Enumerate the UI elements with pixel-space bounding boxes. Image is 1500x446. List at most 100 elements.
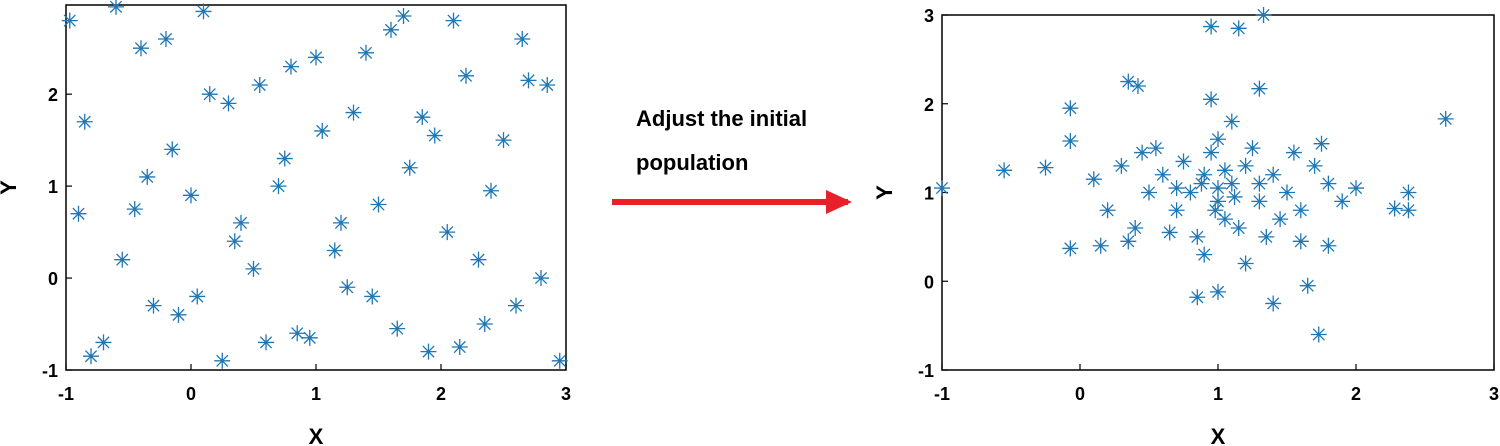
point xyxy=(1196,166,1213,183)
point xyxy=(1223,113,1240,130)
point xyxy=(61,12,78,29)
point xyxy=(226,233,243,250)
x-tick-label: 3 xyxy=(561,384,571,404)
point xyxy=(158,31,174,48)
point xyxy=(1310,326,1327,343)
point xyxy=(1203,144,1220,161)
point xyxy=(458,67,474,84)
point xyxy=(1230,220,1247,236)
point xyxy=(333,214,349,231)
point xyxy=(1141,184,1157,201)
y-tick-label: 0 xyxy=(924,272,934,292)
y-axis-label: Y xyxy=(0,180,21,195)
point xyxy=(133,40,149,57)
point xyxy=(251,76,268,93)
point xyxy=(201,86,218,103)
point xyxy=(1237,157,1254,174)
point xyxy=(395,8,412,25)
point xyxy=(1092,237,1109,254)
point xyxy=(108,0,124,15)
point xyxy=(170,306,187,323)
point xyxy=(1223,175,1240,192)
point xyxy=(1251,193,1268,210)
point xyxy=(1226,188,1243,205)
point xyxy=(195,3,212,20)
point xyxy=(1196,246,1213,263)
point xyxy=(1193,175,1210,192)
point xyxy=(214,352,231,369)
point xyxy=(1292,233,1309,250)
point xyxy=(1062,133,1079,150)
point xyxy=(551,352,568,369)
point xyxy=(1113,157,1130,174)
point xyxy=(1258,228,1275,245)
point xyxy=(495,132,512,149)
point xyxy=(1037,159,1054,176)
x-tick-label: 2 xyxy=(436,384,446,404)
annotation: population xyxy=(636,150,748,175)
point xyxy=(1400,184,1417,201)
point xyxy=(1210,180,1226,197)
point xyxy=(1099,202,1116,219)
point xyxy=(283,58,299,75)
y-tick-label: 1 xyxy=(924,184,934,204)
point xyxy=(308,49,324,66)
point xyxy=(1216,162,1233,179)
point xyxy=(145,297,162,314)
x-tick-label: -1 xyxy=(934,384,950,404)
x-tick-label: 0 xyxy=(1075,384,1085,404)
point xyxy=(358,44,374,61)
point xyxy=(139,168,156,185)
point xyxy=(483,182,499,199)
point xyxy=(1210,283,1226,300)
point xyxy=(1203,91,1220,108)
x-tick-label: 3 xyxy=(1489,384,1499,404)
point xyxy=(1175,153,1192,170)
point xyxy=(364,288,381,305)
point xyxy=(70,205,87,222)
point xyxy=(1244,140,1261,157)
point xyxy=(508,297,524,314)
point xyxy=(1216,211,1233,228)
point xyxy=(1210,131,1226,148)
point xyxy=(114,251,131,268)
point xyxy=(1292,202,1309,219)
point xyxy=(1279,184,1295,201)
point xyxy=(220,95,237,112)
point xyxy=(1182,184,1199,201)
x-tick-label: 1 xyxy=(311,384,321,404)
point xyxy=(1062,100,1079,117)
y-axis-label: Y xyxy=(872,185,897,200)
point xyxy=(1237,255,1254,272)
point xyxy=(1161,224,1178,241)
y-tick-label: 3 xyxy=(924,6,934,26)
point xyxy=(1189,289,1206,306)
point xyxy=(1313,135,1330,152)
point xyxy=(1127,220,1144,236)
point xyxy=(183,187,199,204)
point xyxy=(1320,175,1337,192)
point xyxy=(276,150,293,167)
point xyxy=(514,31,531,48)
point xyxy=(1134,144,1151,161)
point xyxy=(1320,237,1337,254)
point xyxy=(339,279,356,296)
point xyxy=(1251,175,1268,192)
point xyxy=(1348,180,1364,197)
point xyxy=(1129,78,1146,94)
point xyxy=(1255,7,1272,23)
x-axis-label: X xyxy=(1211,424,1226,446)
x-tick-label: 2 xyxy=(1351,384,1361,404)
point xyxy=(539,76,556,93)
point xyxy=(439,224,456,241)
point xyxy=(1400,202,1417,219)
point xyxy=(326,242,343,259)
point xyxy=(126,201,143,218)
point xyxy=(314,122,331,139)
point xyxy=(258,334,274,351)
point xyxy=(1062,240,1079,257)
point xyxy=(1299,277,1316,294)
point xyxy=(345,104,362,121)
